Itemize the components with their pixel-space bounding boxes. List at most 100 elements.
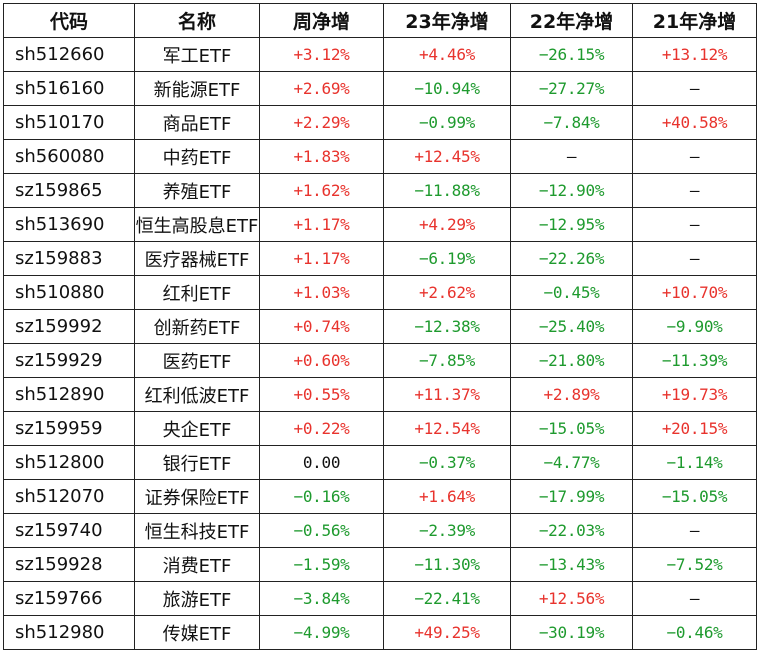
- cell-2023-change: −10.94%: [383, 71, 511, 106]
- header-row: 代码 名称 周净增 23年净增 22年净增 21年净增: [3, 3, 757, 38]
- cell-2023-change: −0.37%: [383, 445, 511, 480]
- cell-code: sz159929: [3, 343, 135, 378]
- cell-week-change: +0.60%: [259, 343, 384, 378]
- cell-week-change: +1.83%: [259, 139, 384, 174]
- cell-2023-change: −6.19%: [383, 241, 511, 276]
- cell-code: sh512980: [3, 615, 135, 650]
- cell-2023-change: +49.25%: [383, 615, 511, 650]
- table-row: sh513690 恒生高股息ETF +1.17% +4.29% −12.95% —: [3, 207, 757, 242]
- cell-2023-change: −7.85%: [383, 343, 511, 378]
- cell-2022-change: −25.40%: [510, 309, 633, 344]
- cell-2021-change: −1.14%: [632, 445, 757, 480]
- table-row: sz159865 养殖ETF +1.62% −11.88% −12.90% —: [3, 173, 757, 208]
- table-row: sh512980 传媒ETF −4.99% +49.25% −30.19% −0.46%: [3, 615, 757, 650]
- cell-2021-change: −15.05%: [632, 479, 757, 514]
- header-2021: 21年净增: [632, 3, 757, 38]
- cell-2021-change: +20.15%: [632, 411, 757, 446]
- cell-2023-change: −22.41%: [383, 581, 511, 616]
- cell-2023-change: +4.29%: [383, 207, 511, 242]
- cell-2022-change: −12.90%: [510, 173, 633, 208]
- cell-name: 医药ETF: [134, 343, 260, 378]
- table-row: sh512660 军工ETF +3.12% +4.46% −26.15% +13.12%: [3, 37, 757, 72]
- cell-2023-change: +12.45%: [383, 139, 511, 174]
- cell-2021-change: —: [632, 207, 757, 242]
- cell-code: sh512070: [3, 479, 135, 514]
- table-body: sh512660 军工ETF +3.12% +4.46% −26.15% +13.12% s…: [3, 37, 757, 650]
- table-row: sz159959 央企ETF +0.22% +12.54% −15.05% +20.15%: [3, 411, 757, 446]
- header-name: 名称: [134, 3, 260, 38]
- cell-2023-change: +4.46%: [383, 37, 511, 72]
- cell-week-change: −3.84%: [259, 581, 384, 616]
- cell-2022-change: −26.15%: [510, 37, 633, 72]
- table-row: sz159740 恒生科技ETF −0.56% −2.39% −22.03% —: [3, 513, 757, 548]
- cell-week-change: +3.12%: [259, 37, 384, 72]
- cell-week-change: +0.74%: [259, 309, 384, 344]
- table-row: sh560080 中药ETF +1.83% +12.45% — —: [3, 139, 757, 174]
- cell-2022-change: +12.56%: [510, 581, 633, 616]
- header-code: 代码: [3, 3, 135, 38]
- cell-2021-change: —: [632, 513, 757, 548]
- table-row: sh516160 新能源ETF +2.69% −10.94% −27.27% —: [3, 71, 757, 106]
- table-row: sz159883 医疗器械ETF +1.17% −6.19% −22.26% —: [3, 241, 757, 276]
- cell-2022-change: −17.99%: [510, 479, 633, 514]
- cell-name: 恒生高股息ETF: [134, 207, 260, 242]
- cell-code: sh512800: [3, 445, 135, 480]
- cell-name: 传媒ETF: [134, 615, 260, 650]
- cell-week-change: 0.00: [259, 445, 384, 480]
- cell-code: sz159865: [3, 173, 135, 208]
- table-row: sh510170 商品ETF +2.29% −0.99% −7.84% +40.58%: [3, 105, 757, 140]
- cell-code: sz159883: [3, 241, 135, 276]
- cell-2021-change: +19.73%: [632, 377, 757, 412]
- table-row: sz159992 创新药ETF +0.74% −12.38% −25.40% −9.90%: [3, 309, 757, 344]
- cell-2022-change: −4.77%: [510, 445, 633, 480]
- cell-name: 银行ETF: [134, 445, 260, 480]
- cell-code: sh512890: [3, 377, 135, 412]
- cell-week-change: +1.62%: [259, 173, 384, 208]
- cell-week-change: −1.59%: [259, 547, 384, 582]
- cell-2022-change: —: [510, 139, 633, 174]
- table-row: sz159929 医药ETF +0.60% −7.85% −21.80% −11.39%: [3, 343, 757, 378]
- cell-name: 证券保险ETF: [134, 479, 260, 514]
- cell-2021-change: —: [632, 71, 757, 106]
- etf-flow-table: 代码 名称 周净增 23年净增 22年净增 21年净增 sh512660 军工ET…: [3, 3, 757, 650]
- cell-week-change: −4.99%: [259, 615, 384, 650]
- cell-2023-change: −2.39%: [383, 513, 511, 548]
- cell-2022-change: −7.84%: [510, 105, 633, 140]
- cell-name: 旅游ETF: [134, 581, 260, 616]
- header-week: 周净增: [259, 3, 384, 38]
- cell-week-change: +1.17%: [259, 207, 384, 242]
- cell-code: sz159740: [3, 513, 135, 548]
- cell-2023-change: −11.30%: [383, 547, 511, 582]
- cell-code: sz159766: [3, 581, 135, 616]
- cell-2023-change: +12.54%: [383, 411, 511, 446]
- cell-2021-change: +40.58%: [632, 105, 757, 140]
- table-row: sh510880 红利ETF +1.03% +2.62% −0.45% +10.70%: [3, 275, 757, 310]
- cell-code: sh513690: [3, 207, 135, 242]
- cell-week-change: +2.69%: [259, 71, 384, 106]
- cell-name: 中药ETF: [134, 139, 260, 174]
- cell-name: 医疗器械ETF: [134, 241, 260, 276]
- cell-2021-change: —: [632, 241, 757, 276]
- table-row: sz159766 旅游ETF −3.84% −22.41% +12.56% —: [3, 581, 757, 616]
- cell-2023-change: −12.38%: [383, 309, 511, 344]
- cell-code: sz159959: [3, 411, 135, 446]
- cell-week-change: +1.03%: [259, 275, 384, 310]
- cell-code: sh510880: [3, 275, 135, 310]
- cell-code: sh560080: [3, 139, 135, 174]
- cell-2022-change: −22.26%: [510, 241, 633, 276]
- cell-2022-change: −0.45%: [510, 275, 633, 310]
- cell-2022-change: −27.27%: [510, 71, 633, 106]
- cell-week-change: +2.29%: [259, 105, 384, 140]
- cell-2022-change: +2.89%: [510, 377, 633, 412]
- cell-week-change: −0.56%: [259, 513, 384, 548]
- cell-2021-change: −11.39%: [632, 343, 757, 378]
- cell-name: 创新药ETF: [134, 309, 260, 344]
- cell-code: sh512660: [3, 37, 135, 72]
- cell-name: 红利ETF: [134, 275, 260, 310]
- cell-code: sz159992: [3, 309, 135, 344]
- cell-2023-change: −0.99%: [383, 105, 511, 140]
- cell-2022-change: −30.19%: [510, 615, 633, 650]
- cell-2023-change: −11.88%: [383, 173, 511, 208]
- cell-week-change: +0.22%: [259, 411, 384, 446]
